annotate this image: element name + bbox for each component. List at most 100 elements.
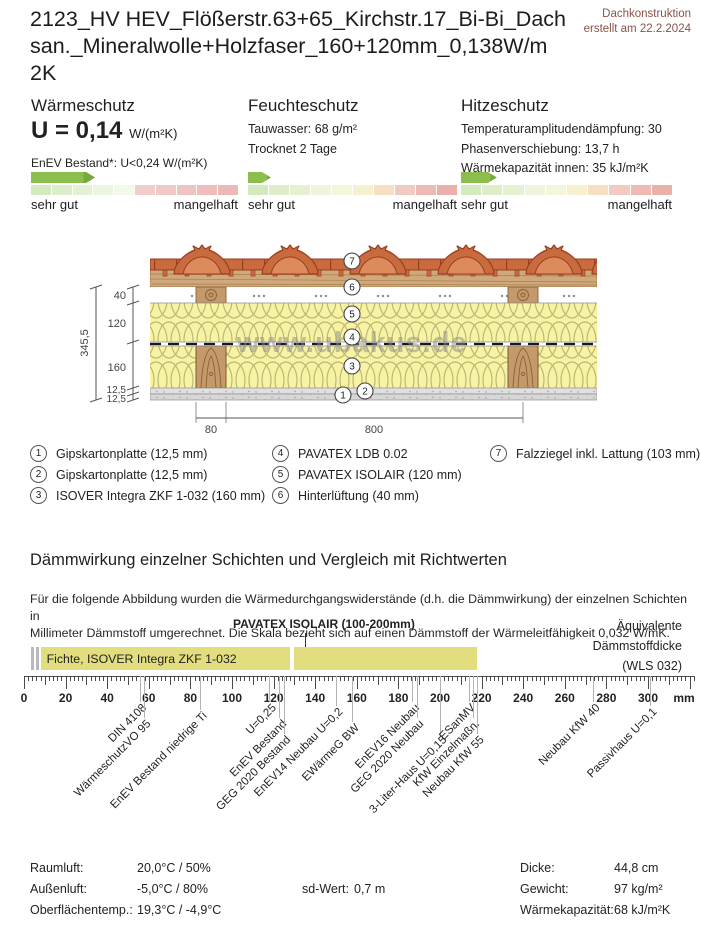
- legend-item: 3 ISOVER Integra ZKF 1-032 (160 mm): [30, 485, 265, 506]
- legend-item-label: Hinterlüftung (40 mm): [298, 488, 419, 503]
- reference-marker: EnEV Bestand niedrige Ti: [109, 676, 210, 811]
- rating-scale-segment: [461, 185, 482, 195]
- layer-number-badge: 6: [272, 487, 289, 504]
- rating-scale-segment: [588, 185, 609, 195]
- legend-item-label: PAVATEX LDB 0.02: [298, 446, 408, 461]
- reference-marker: EnEV Bestand: [227, 676, 289, 779]
- rafter: [507, 345, 539, 389]
- rating-scale-labels: sehr gut mangelhaft: [461, 197, 672, 212]
- layer-number-badge: 7: [490, 445, 507, 462]
- rating-scale-segment: [524, 185, 545, 195]
- rating-arrow: [461, 172, 497, 183]
- axis-tick-label: 0: [20, 691, 28, 705]
- rating-scale-segment: [567, 185, 588, 195]
- layer-stack: www.ubakus.de: [150, 244, 597, 401]
- rating-scale-segment: [416, 185, 436, 195]
- svg-text:160: 160: [108, 362, 126, 374]
- stat-row: Dicke: 44,8 cm: [520, 858, 670, 879]
- info-line: Phasenverschiebung: 13,7 h: [461, 141, 620, 156]
- legend-item: 4 PAVATEX LDB 0.02: [272, 443, 462, 464]
- reference-marker: 3-Liter-Haus U=0,15: [367, 676, 449, 816]
- rating-scale-segment: [269, 185, 289, 195]
- reference-marker: EWärmeG BW: [300, 676, 362, 784]
- rating-scale-segment: [482, 185, 503, 195]
- legend-column: 4 PAVATEX LDB 0.02 5 PAVATEX ISOLAIR (120 m…: [272, 443, 462, 506]
- svg-text:3: 3: [349, 362, 355, 373]
- rating-scale-segment: [437, 185, 457, 195]
- stat-value: 20,0°C / 50%: [137, 861, 211, 875]
- dim-total: 345,5: [80, 329, 91, 357]
- dimension-lines-left: [89, 284, 140, 403]
- reference-marker: Neubau KfW 55: [421, 676, 486, 800]
- svg-text:4: 4: [349, 333, 355, 344]
- svg-text:2: 2: [362, 387, 368, 398]
- legend-item: 6 Hinterlüftung (40 mm): [272, 485, 462, 506]
- equiv-thickness-bar-segment: [294, 647, 478, 670]
- stat-label: Raumluft:: [30, 861, 84, 875]
- u-value-unit: W/(m²K): [129, 126, 178, 141]
- reference-marker: Passivhaus U=0,1: [585, 676, 659, 780]
- svg-text:120: 120: [108, 318, 126, 330]
- stat-value: 68 kJ/m²K: [614, 903, 671, 917]
- axis-tick-label: 60: [142, 691, 156, 705]
- panel-heading: Feuchteschutz: [248, 96, 359, 115]
- rating-scale-segment: [176, 185, 197, 195]
- info-line: Trocknet 2 Tage: [248, 141, 337, 156]
- layer-number-badge: 5: [272, 466, 289, 483]
- legend-item: 5 PAVATEX ISOLAIR (120 mm): [272, 464, 462, 485]
- axis-tick-label: 160: [346, 691, 367, 705]
- legend-column: 1 Gipskartonplatte (12,5 mm) 2 Gipskartonpl…: [30, 443, 265, 506]
- legend-item: 1 Gipskartonplatte (12,5 mm): [30, 443, 265, 464]
- scale-label-right: mangelhaft: [392, 197, 457, 212]
- axis-tick-label: 220: [471, 691, 492, 705]
- rating-scale-segment: [374, 185, 394, 195]
- scale-label-left: sehr gut: [248, 197, 295, 212]
- rafter: [195, 345, 227, 389]
- svg-text:40: 40: [114, 290, 126, 302]
- panel-heading: Hitzeschutz: [461, 96, 549, 115]
- axis-tick-labels: 0204060801001201401601802002202402602803…: [0, 691, 701, 706]
- dim-80: 80: [205, 424, 217, 436]
- layer-number-badge: 4: [272, 445, 289, 462]
- stat-row: Oberflächentemp.: 19,3°C / -4,9°C: [30, 900, 221, 921]
- rating-scale-labels: sehr gut mangelhaft: [31, 197, 238, 212]
- equiv-thickness-bar: Fichte, ISOVER Integra ZKF 1-032: [0, 647, 701, 670]
- reference-marker: WärmeschutzVO 95: [72, 676, 154, 799]
- reference-marker-label: Neubau KfW 40: [536, 702, 603, 768]
- rating-scale-segment: [311, 185, 331, 195]
- stat-value: 97 kg/m²: [614, 882, 663, 896]
- axis-tick-label: 140: [305, 691, 326, 705]
- reference-marker: KfW Einzelmaßn.: [411, 676, 482, 789]
- rating-scale-segment: [353, 185, 373, 195]
- stat-row: Gewicht: 97 kg/m²: [520, 879, 670, 900]
- sd-value-stat: sd-Wert: 0,7 m: [302, 879, 385, 900]
- rating-scale-segment: [248, 185, 268, 195]
- rating-scale-segment: [332, 185, 352, 195]
- info-line: Wärmekapazität innen: 35 kJ/m²K: [461, 161, 649, 175]
- section-paragraph: Für die folgende Abbildung wurden die Wä…: [30, 592, 688, 641]
- layer-callouts: 7 6 5 4 3 2 1: [334, 252, 374, 404]
- climate-stats-left: Raumluft: 20,0°C / 50% Außenluft: -5,0°C / …: [30, 858, 221, 921]
- panel-info: Tauwasser: 68 g/m² Trocknet 2 Tage: [248, 120, 357, 159]
- dimension-lines-bottom: [195, 402, 524, 423]
- equiv-thickness-bar-segment: [31, 647, 35, 670]
- svg-text:5: 5: [349, 310, 355, 321]
- reference-marker: Neubau KfW 40: [537, 676, 603, 768]
- rating-scale-segment: [72, 185, 93, 195]
- axis-unit-label: mm: [673, 691, 695, 705]
- axis-tick-label: 280: [596, 691, 617, 705]
- dim-800: 800: [365, 424, 383, 436]
- pavatex-callout-label: PAVATEX ISOLAIR (100-200mm): [233, 617, 415, 631]
- layer-number-badge: 1: [30, 445, 47, 462]
- layer-number-badge: 2: [30, 466, 47, 483]
- legend-item-label: Gipskartonplatte (12,5 mm): [56, 467, 208, 482]
- legend-item-label: PAVATEX ISOLAIR (120 mm): [298, 467, 462, 482]
- panel-waermeschutz: Wärmeschutz U = 0,14 W/(m²K) EnEV Bestan…: [31, 96, 238, 220]
- rating-scale-segment: [51, 185, 72, 195]
- info-line: Tauwasser: 68 g/m²: [248, 122, 358, 136]
- legend-item: 2 Gipskartonplatte (12,5 mm): [30, 464, 265, 485]
- rating-scale-segment: [31, 185, 51, 195]
- axis-tick-label: 100: [221, 691, 243, 705]
- created-date: erstellt am 22.2.2024: [583, 23, 691, 35]
